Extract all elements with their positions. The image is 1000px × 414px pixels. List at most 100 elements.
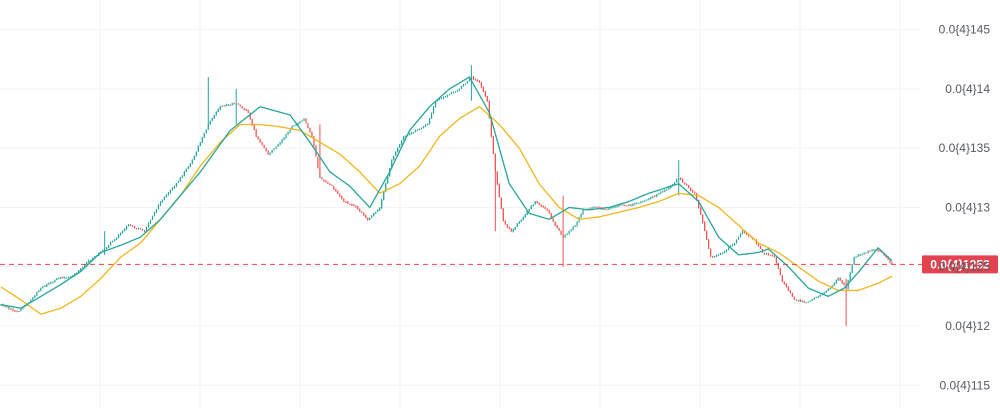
candle-body (692, 190, 694, 192)
candle-body (217, 109, 219, 112)
candle-body (155, 209, 158, 213)
candle-body (159, 201, 162, 206)
candle-body (486, 96, 488, 102)
candle-body (361, 211, 363, 213)
y-tick-label: 0.0{4}145 (939, 23, 991, 37)
candle-body (512, 229, 514, 232)
candle-body (247, 110, 249, 113)
candle-body (106, 247, 108, 250)
candle-body (490, 117, 492, 137)
candle-body (859, 254, 861, 256)
candle-body (30, 299, 32, 303)
candle-body (275, 146, 277, 149)
candle-body (345, 201, 347, 203)
candle-body (215, 111, 217, 116)
candle-body (574, 225, 576, 227)
candle-body (630, 205, 632, 207)
candle-body (526, 211, 528, 215)
candle-body (418, 128, 421, 130)
candle-body (424, 125, 427, 127)
candle-body (309, 128, 311, 133)
candle-body (576, 221, 578, 226)
last-price-tag (922, 255, 998, 274)
candle-body (375, 211, 377, 214)
candle-body (759, 246, 762, 249)
candle-body (92, 257, 94, 260)
candle-body (213, 115, 215, 119)
candle-body (114, 239, 116, 242)
candle-body (863, 252, 865, 255)
candle-body (662, 191, 664, 193)
candle-body (478, 80, 480, 83)
candle-body (165, 194, 168, 197)
candle-body (257, 136, 259, 140)
candle-body (175, 183, 178, 187)
candle-body (66, 277, 68, 279)
candle-body (197, 146, 199, 152)
candle-body (241, 106, 243, 109)
candle-body (321, 177, 323, 180)
candle-body (259, 138, 261, 143)
candle-body (713, 256, 716, 258)
candle-body (371, 215, 373, 218)
candle-body (127, 224, 130, 227)
candle-body (466, 81, 469, 84)
candle-body (163, 196, 166, 201)
candle-body (454, 91, 457, 93)
candle-body (129, 224, 132, 226)
candle-body (508, 227, 510, 229)
candle-body (887, 256, 889, 260)
candle-body (891, 262, 893, 265)
candle-body (652, 196, 654, 198)
candle-body (123, 229, 126, 232)
candle-body (185, 168, 187, 172)
candle-body (460, 86, 463, 89)
candle-body (349, 203, 351, 205)
candle-body (16, 311, 18, 313)
candle-body (141, 229, 144, 231)
candle-body (223, 105, 225, 107)
candle-body (339, 194, 341, 197)
candle-body (64, 277, 66, 279)
candle-body (293, 125, 295, 127)
candle-body (438, 99, 441, 101)
candle-body (650, 197, 652, 199)
y-tick-label: 0.0{4}13 (945, 200, 990, 214)
candle-body (179, 177, 181, 182)
candle-body (616, 206, 618, 208)
candle-body (552, 218, 554, 222)
candle-body (869, 250, 871, 252)
candle-body (193, 156, 195, 160)
candle-body (86, 262, 88, 265)
candle-body (147, 223, 150, 228)
candle-body (446, 94, 449, 97)
candle-body (283, 137, 285, 140)
candle-body (522, 217, 524, 221)
candle-body (712, 256, 714, 258)
candle-body (444, 96, 447, 98)
candle-body (80, 268, 82, 271)
candle-body (4, 305, 6, 308)
candle-body (474, 79, 477, 81)
candle-body (369, 217, 371, 220)
candle-body (702, 214, 704, 223)
candle-body (251, 118, 253, 125)
candle-body (879, 251, 881, 253)
candle-body (660, 191, 662, 194)
candle-body (42, 286, 44, 288)
candle-body (116, 237, 118, 240)
ma-fast-line (0, 76, 893, 309)
candle-body (721, 252, 724, 254)
candle-body (580, 213, 582, 218)
candle-body (793, 296, 795, 300)
candle-body (167, 193, 170, 195)
candle-body (719, 253, 722, 255)
candle-body (363, 212, 365, 216)
candle-body (564, 234, 566, 238)
candle-body (680, 177, 682, 180)
candle-body (610, 207, 612, 209)
candle-body (399, 144, 401, 148)
candle-body (853, 256, 855, 265)
